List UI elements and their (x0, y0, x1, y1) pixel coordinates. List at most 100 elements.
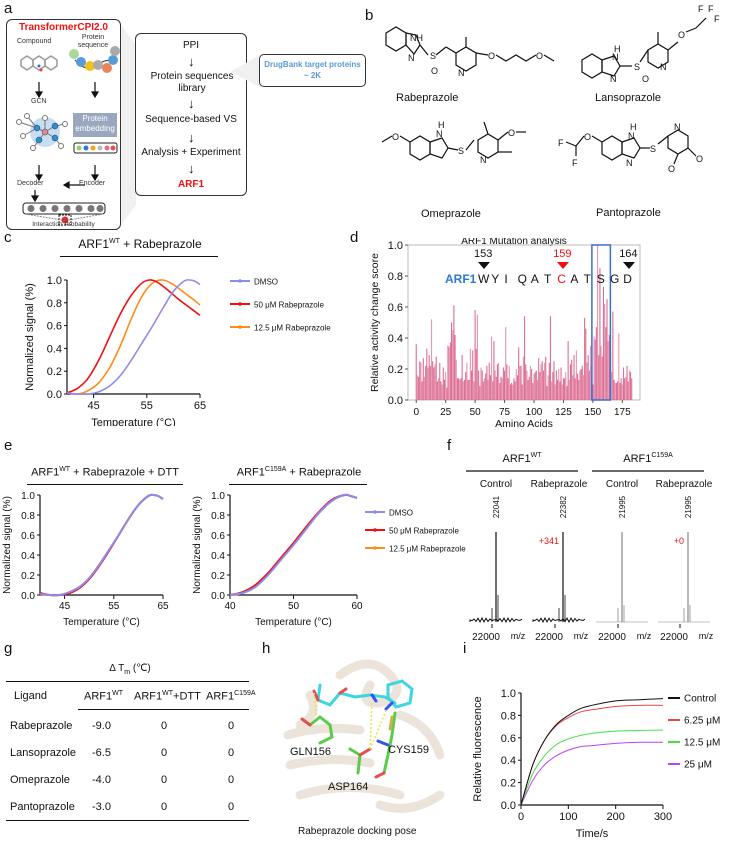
condition-label: Control (606, 479, 638, 490)
sequence-residue: I (504, 272, 508, 286)
workflow-step-arf1: ARF1 (177, 179, 205, 190)
y-axis-label: Normalized signal (%) (192, 496, 203, 594)
table-cell-value: -4.0 (92, 774, 111, 786)
y-tick-label: 0.2 (388, 364, 403, 376)
bar (439, 362, 441, 400)
chart-title: ARF1 Mutation analysis (461, 238, 567, 247)
table-row-ligand: Omeprazole (10, 774, 70, 786)
bar (589, 345, 592, 400)
bar (460, 378, 462, 400)
chart-e-left-dtt: 0.0 0.2 0.4 0.6 0.8 1.0 45 55 65 Temperature (°C)… (2, 491, 169, 628)
embedding-dots-icon (76, 145, 116, 151)
bar (595, 327, 597, 400)
bar (606, 299, 608, 400)
bar (440, 381, 442, 400)
sequence-residue: W (478, 272, 490, 286)
table-row-ligand: Pantoprazole (10, 801, 75, 813)
bar (472, 350, 474, 400)
bar (600, 345, 602, 400)
bar (498, 362, 500, 400)
y-tick-label: 0.8 (47, 298, 62, 310)
sequence-prefix: ARF1 (445, 272, 477, 286)
svg-text:S: S (458, 146, 464, 156)
bar (586, 362, 588, 400)
bar (544, 362, 546, 400)
bar (473, 381, 475, 400)
arrow-down-icon: ↓ (188, 54, 195, 69)
bar (516, 375, 519, 400)
bar (598, 355, 600, 400)
bar (525, 364, 527, 400)
bar (481, 370, 483, 400)
bar (492, 381, 494, 400)
workflow-box: PPI ↓ Protein sequences library ↓ Sequen… (135, 33, 247, 196)
table-cell-value: 0 (228, 747, 235, 759)
bar (592, 384, 594, 400)
title-main: ARF1 (78, 237, 110, 251)
residue-sticks-icon (300, 711, 397, 779)
x-tick-label: 100 (526, 407, 543, 418)
bar (432, 361, 434, 400)
bar (552, 372, 554, 400)
legend-label: 12.5 μM Rabeprazole (254, 324, 331, 333)
chart-c-title: ARF1WT + Rabeprazole (60, 237, 220, 251)
table-column-header: ARF1WT+DTT (134, 690, 201, 703)
x-tick-label: 65 (194, 400, 206, 412)
header-main: ARF1 (134, 690, 163, 703)
zoom-fan-left (121, 25, 136, 225)
bar (615, 382, 617, 400)
sequence-residue: T (583, 272, 591, 286)
legend-marker (373, 528, 377, 532)
chart-d-mutation-analysis: ARF1 Mutation analysis 0.0 0.2 0.4 0.6 0.8 1.0… (369, 238, 641, 430)
bar (602, 286, 605, 400)
bar (461, 355, 463, 400)
mass-shift-label: +341 (539, 536, 559, 546)
compound-molecule-icon (20, 55, 58, 72)
title-underline (27, 484, 183, 486)
compound-name-lansoprazole: Lansoprazole (595, 92, 662, 104)
x-axis-label: Amino Acids (495, 418, 553, 430)
bar (415, 344, 417, 400)
bar (620, 378, 622, 400)
bar (519, 365, 521, 400)
x-tick-label: 75 (499, 407, 511, 418)
title-sub: m (124, 669, 131, 676)
bar (476, 314, 479, 400)
bar (526, 370, 528, 400)
header-rule (78, 709, 249, 711)
y-tick-label: 0.6 (47, 321, 62, 333)
bar (529, 365, 532, 400)
y-tick-label: 0.2 (21, 571, 35, 582)
bar (448, 347, 450, 400)
sequence-residue: T (544, 272, 552, 286)
title-main: ARF1 (31, 466, 60, 479)
bar (594, 339, 596, 400)
bar (611, 372, 613, 400)
svg-text:NH: NH (410, 33, 423, 43)
bar (494, 370, 496, 400)
svg-text:N: N (674, 122, 681, 132)
bar (463, 379, 466, 400)
bar (564, 378, 566, 400)
peak-mass-label: 21995 (684, 495, 693, 518)
x-tick-label: 40 (224, 601, 236, 612)
spectrum-baseline (469, 616, 523, 624)
x-tick-label: 22000 (472, 632, 500, 643)
protein-sequence-beads-icon (69, 46, 120, 73)
bar (441, 384, 443, 400)
sequence-residue: Q (517, 272, 527, 286)
panel-label-h: h (262, 640, 271, 657)
title-rest: + Rabeprazole + DTT (70, 466, 179, 479)
bar (425, 365, 427, 400)
bar (468, 379, 470, 400)
protein-embedding-label: Protein embedding (75, 114, 115, 133)
svg-text:N: N (612, 52, 619, 62)
table-cell-value: 0 (228, 774, 235, 786)
table-cell-value: 0 (161, 801, 168, 813)
legend-label: 6.25 μM (684, 716, 720, 727)
svg-text:O: O (488, 51, 495, 61)
bar (453, 305, 455, 400)
bar (535, 370, 537, 400)
svg-text:F: F (714, 14, 720, 24)
svg-text:N: N (628, 131, 635, 141)
